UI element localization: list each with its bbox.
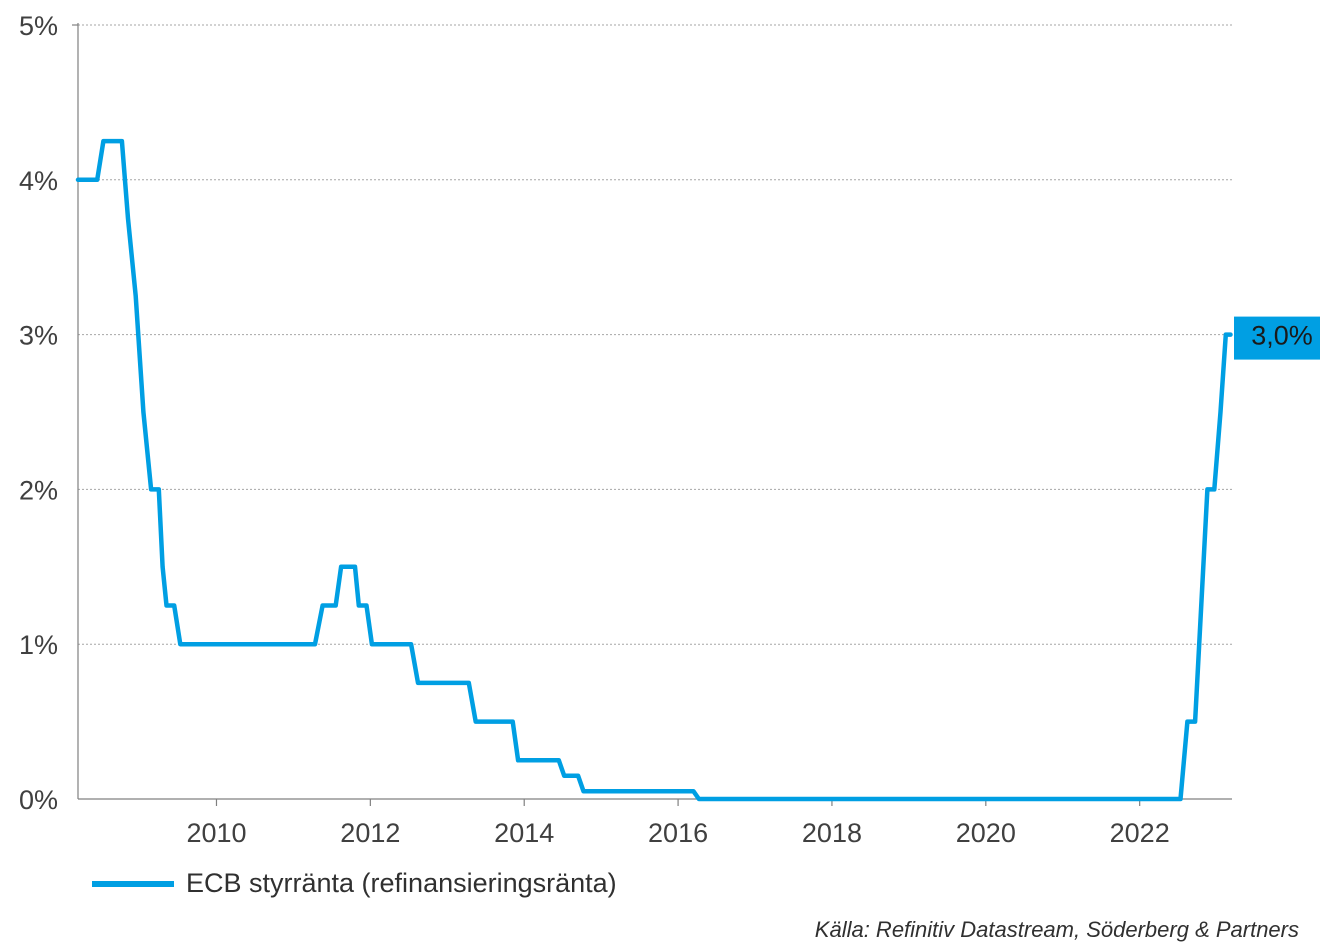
- legend-label: ECB styrränta (refinansieringsränta): [186, 868, 617, 898]
- grid-lines: [78, 24, 1232, 645]
- x-tick-label: 2016: [648, 818, 708, 848]
- y-tick-label: 5%: [19, 11, 58, 41]
- source-note: Källa: Refinitiv Datastream, Söderberg &…: [814, 917, 1299, 942]
- legend: ECB styrränta (refinansieringsränta): [92, 868, 617, 899]
- x-axis-ticks: 2010 2012 2014 2016 2018 2020 2022: [186, 799, 1170, 848]
- y-tick-label: 0%: [19, 785, 58, 815]
- y-tick-label: 1%: [19, 630, 58, 660]
- y-tick-label: 2%: [19, 475, 58, 505]
- y-tick-label: 3%: [19, 321, 58, 351]
- axes: [72, 23, 1232, 800]
- x-tick-label: 2022: [1110, 818, 1170, 848]
- x-tick-label: 2018: [802, 818, 862, 848]
- end-value-label-box: [1234, 316, 1320, 360]
- x-tick-label: 2014: [494, 818, 554, 848]
- y-axis-ticks: 0% 1% 2% 3% 4% 5%: [19, 11, 58, 815]
- x-tick-label: 2010: [186, 818, 246, 848]
- series-lines: [75, 138, 1233, 802]
- y-tick-label: 4%: [19, 166, 58, 196]
- x-tick-label: 2020: [956, 818, 1016, 848]
- end-value-label-group: 3,0%: [1234, 316, 1320, 360]
- series-line: [75, 138, 1233, 802]
- end-value-label: 3,0%: [1251, 321, 1313, 351]
- legend-swatch: [92, 880, 174, 887]
- chart: 0% 1% 2% 3% 4% 5% 2010 2012 2014 2016 2018 2020 202…: [19, 11, 1320, 848]
- x-tick-label: 2012: [340, 818, 400, 848]
